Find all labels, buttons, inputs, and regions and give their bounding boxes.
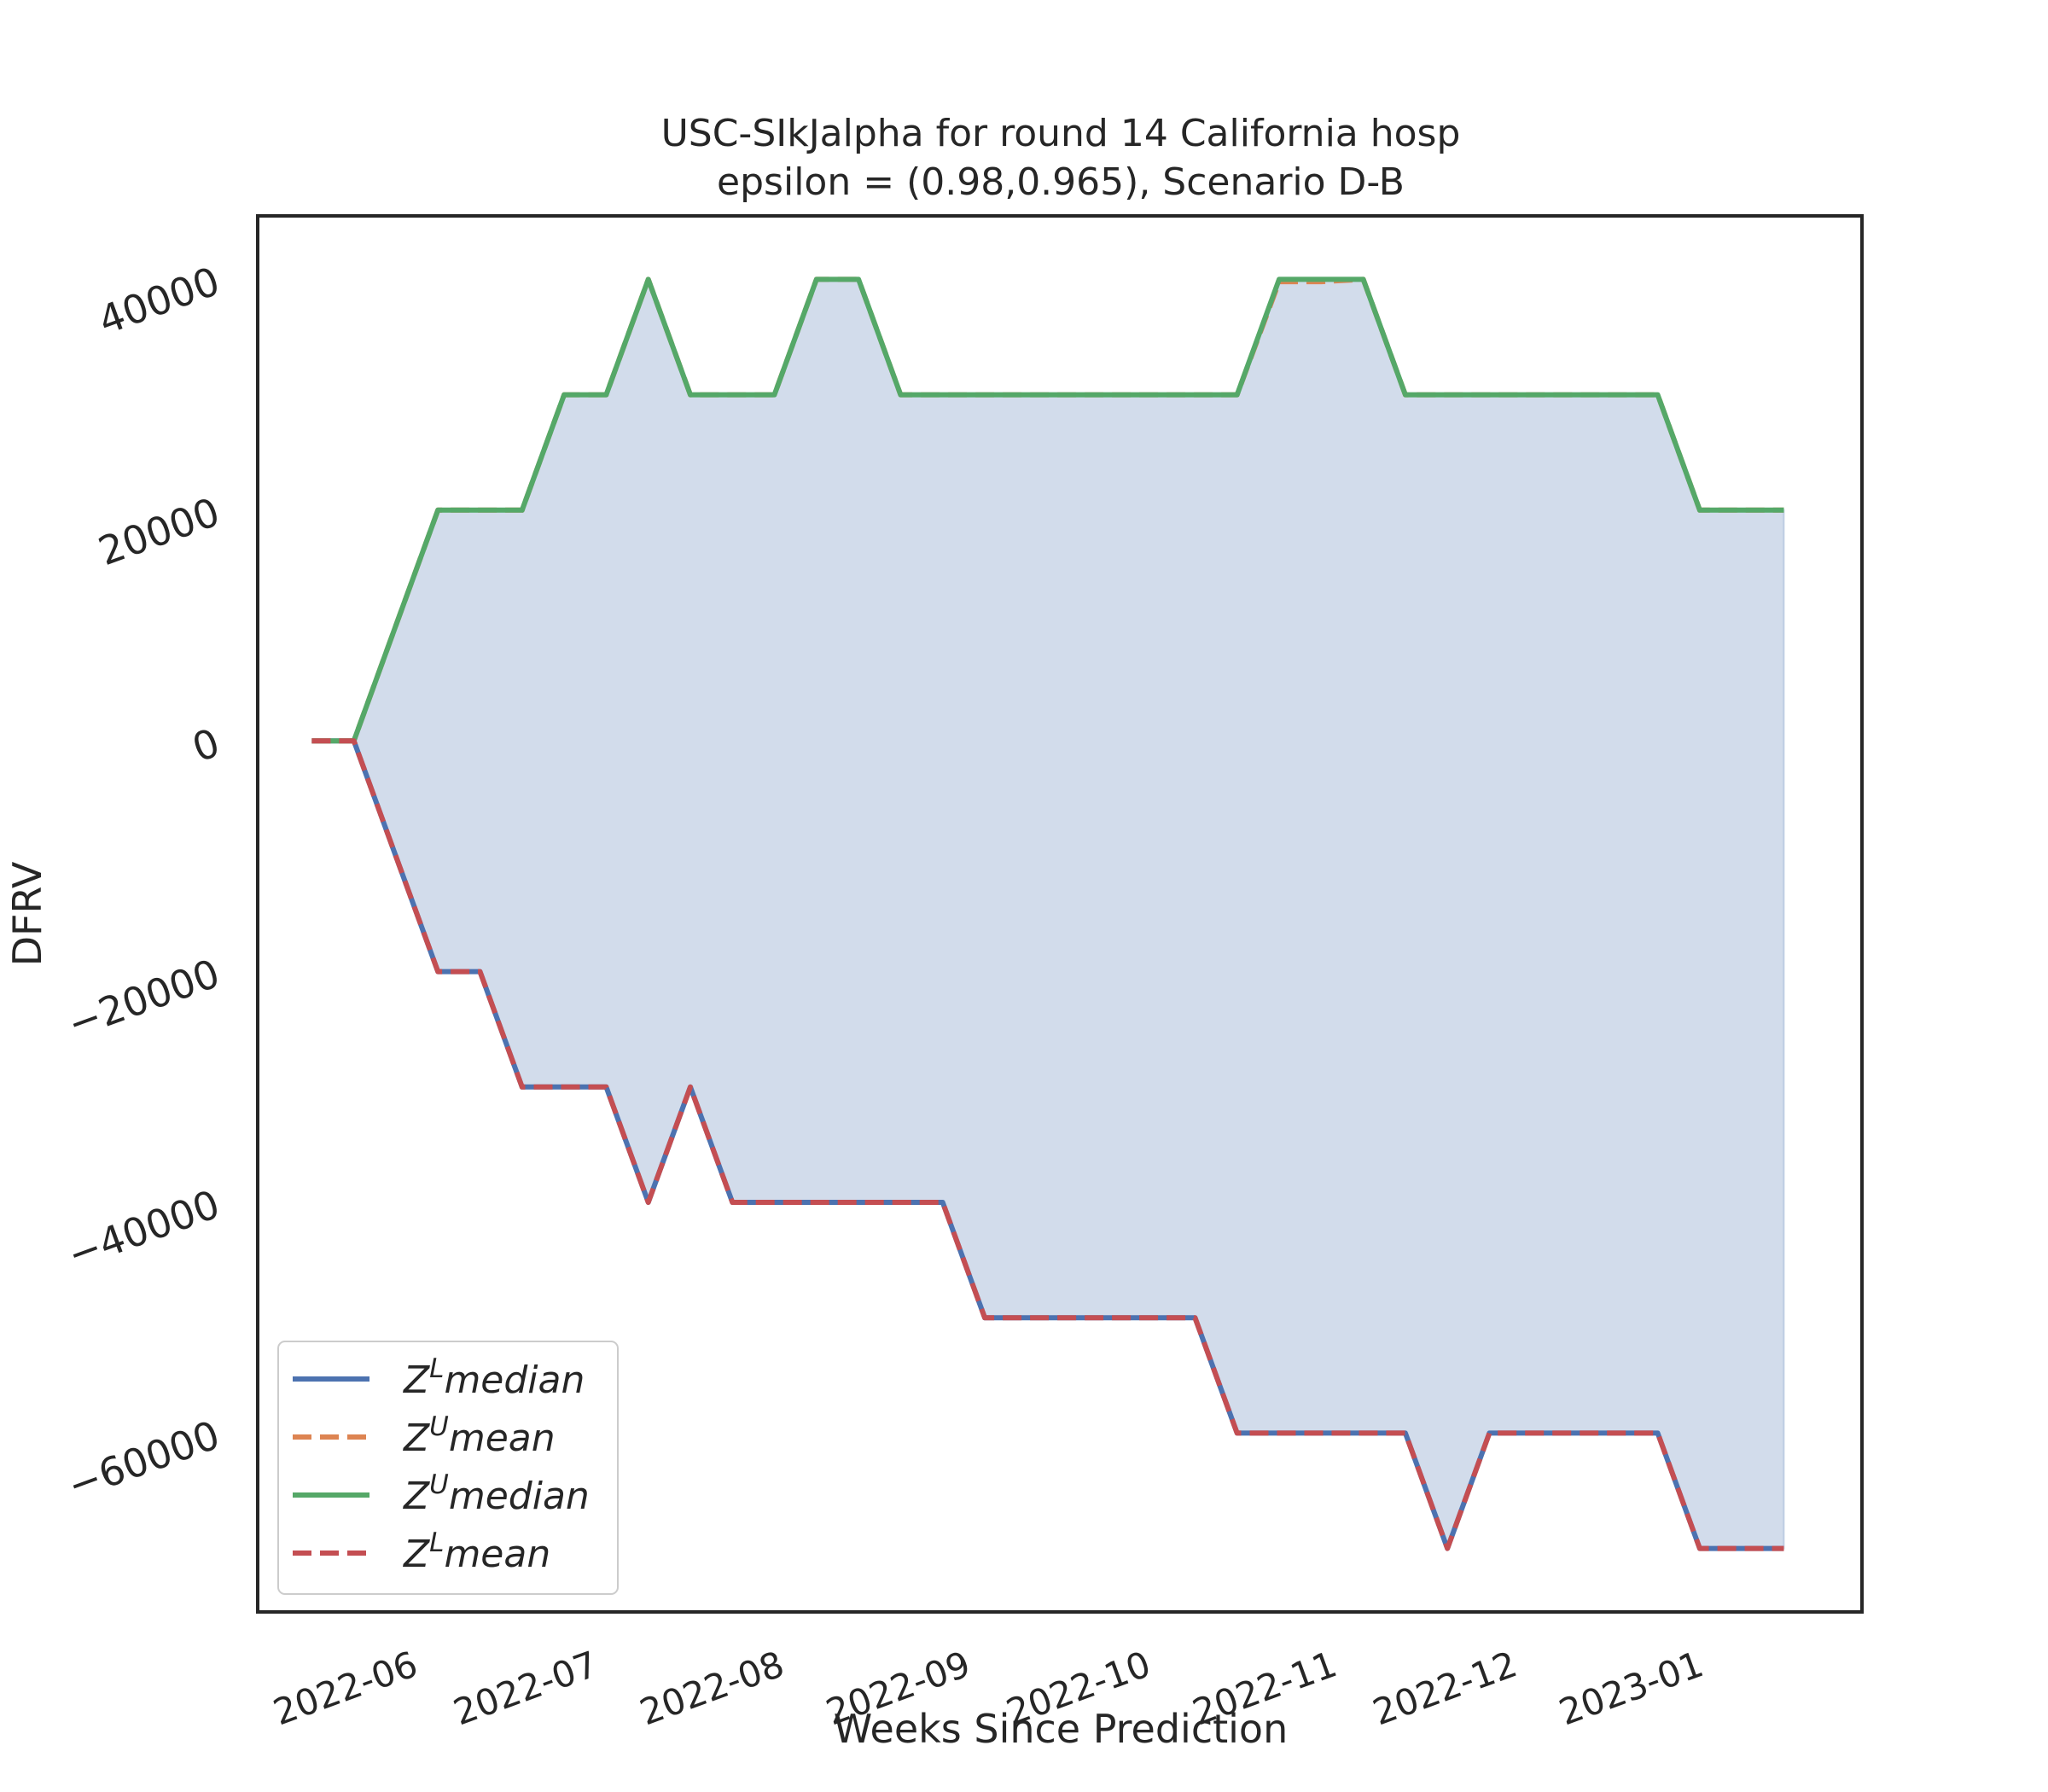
series-line-3 (311, 276, 1784, 744)
legend-label-3: ZUmedian (403, 1469, 590, 1518)
chart-title: USC-SIkJalpha for round 14 California ho… (661, 112, 1461, 155)
series-line-4 (311, 738, 1784, 1551)
y-tick-label: −20000 (61, 950, 225, 1047)
plot-area (311, 276, 1785, 1551)
y-tick-label: 20000 (92, 488, 225, 574)
legend: ZLmedian ZUmean ZUmedian ZLmean (277, 1341, 619, 1595)
x-tick-label: 2022-07 (448, 1643, 603, 1733)
x-tick-label: 2022-06 (268, 1643, 423, 1733)
legend-label-1: ZLmedian (403, 1353, 585, 1402)
y-axis-label: DFRV (4, 861, 50, 966)
y-tick-label: −40000 (61, 1181, 225, 1278)
legend-label-4: ZLmean (403, 1527, 550, 1576)
x-tick-label: 2022-08 (634, 1643, 789, 1733)
legend-label-2: ZUmean (403, 1411, 556, 1460)
y-axis-ticks: −60000 −40000 −20000 0 20000 40000 (61, 258, 225, 1509)
x-axis-label: Weeks Since Prediction (834, 1706, 1288, 1752)
legend-box (277, 1341, 619, 1595)
chart-subtitle: epsilon = (0.98,0.965), Scenario D-B (717, 160, 1405, 204)
x-tick-label: 2023-01 (1554, 1643, 1709, 1733)
y-tick-label: 0 (186, 719, 225, 771)
x-tick-label: 2022-12 (1367, 1643, 1522, 1733)
y-tick-label: 40000 (92, 258, 225, 344)
plot-frame (256, 214, 1864, 1614)
y-tick-label: −60000 (61, 1411, 225, 1509)
